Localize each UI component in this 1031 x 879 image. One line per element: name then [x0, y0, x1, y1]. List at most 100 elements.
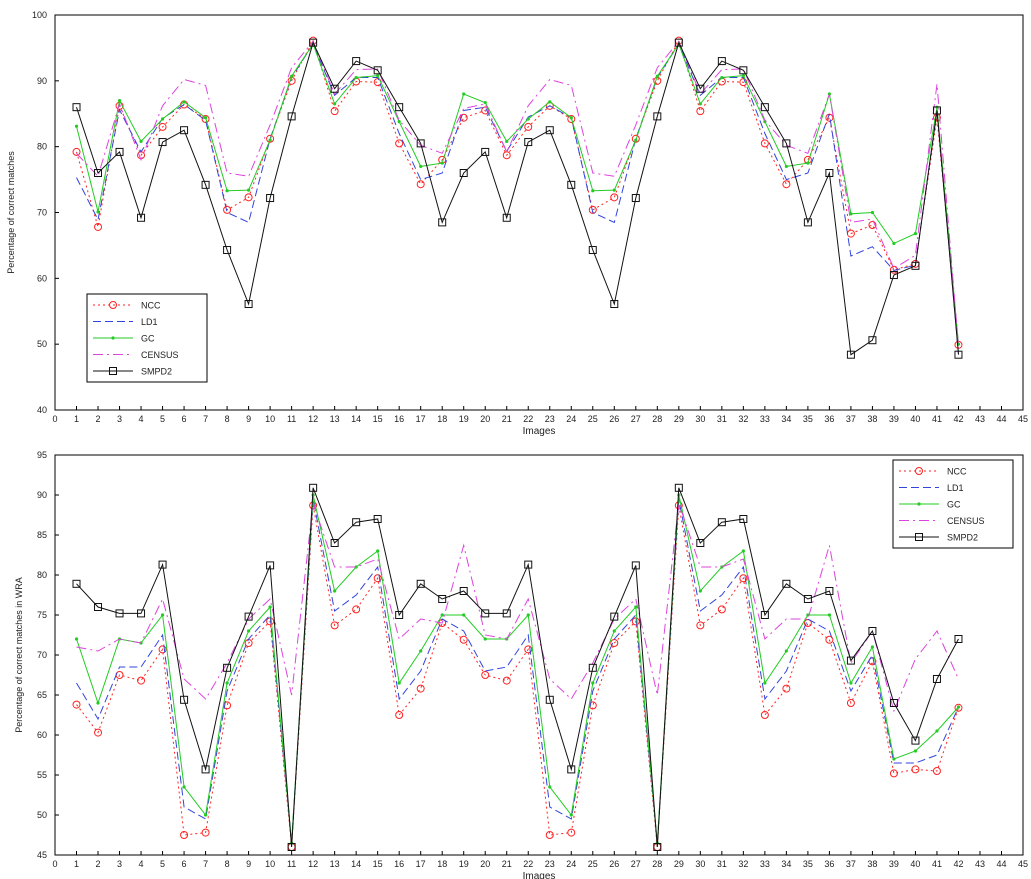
- data-point: [741, 73, 745, 78]
- data-point: [911, 765, 920, 774]
- x-tick-label: 39: [889, 414, 899, 424]
- data-point: [870, 210, 875, 215]
- series-census: [76, 502, 959, 713]
- data-point: [395, 611, 404, 619]
- data-point: [911, 736, 920, 745]
- data-point: [674, 483, 683, 492]
- x-tick-label: 7: [203, 859, 208, 869]
- data-point: [935, 729, 939, 733]
- data-point: [524, 645, 533, 654]
- data-point: [913, 749, 918, 753]
- axes-frame: [54, 454, 1024, 856]
- data-point: [266, 194, 275, 203]
- y-tick-label: 65: [37, 690, 47, 700]
- x-tick-label: 34: [781, 414, 791, 424]
- data-point: [352, 57, 361, 66]
- x-tick-label: 43: [975, 414, 985, 424]
- data-point: [247, 188, 251, 192]
- data-point: [397, 120, 401, 124]
- legend-label: CENSUS: [141, 350, 179, 360]
- data-point: [502, 213, 511, 222]
- data-point: [137, 676, 146, 685]
- data-point: [160, 117, 165, 121]
- data-point: [932, 106, 941, 115]
- data-point: [268, 138, 272, 142]
- data-point: [868, 221, 877, 230]
- data-point: [309, 38, 318, 47]
- data-point: [395, 139, 404, 148]
- data-point: [225, 681, 229, 685]
- data-point: [803, 619, 812, 627]
- data-point: [438, 595, 447, 603]
- x-tick-label: 20: [480, 414, 490, 424]
- x-tick-label: 41: [932, 859, 942, 869]
- data-point: [610, 612, 619, 621]
- x-tick-label: 5: [160, 859, 165, 869]
- data-point: [911, 261, 920, 270]
- series-line: [76, 498, 959, 844]
- data-point: [782, 684, 791, 693]
- y-tick-label: 80: [37, 570, 47, 580]
- data-point: [419, 649, 423, 653]
- data-point: [803, 218, 812, 227]
- x-tick-label: 4: [139, 859, 144, 869]
- x-tick-label: 19: [459, 859, 469, 869]
- data-point: [330, 84, 339, 93]
- data-point: [696, 539, 705, 547]
- data-point: [545, 831, 554, 839]
- data-point: [223, 246, 232, 255]
- data-point: [459, 587, 468, 595]
- x-tick-label: 41: [932, 414, 942, 424]
- x-tick-label: 27: [631, 414, 641, 424]
- data-point: [720, 75, 724, 80]
- data-point: [717, 518, 726, 527]
- series-ld1: [76, 42, 959, 355]
- data-point: [569, 116, 573, 120]
- x-tick-label: 36: [824, 414, 834, 424]
- x-tick-label: 3: [117, 414, 122, 424]
- data-point: [954, 635, 963, 643]
- data-point: [526, 117, 530, 121]
- data-point: [180, 831, 189, 839]
- data-point: [915, 533, 923, 541]
- data-point: [698, 102, 702, 106]
- data-point: [483, 100, 487, 105]
- x-tick-label: 5: [160, 414, 165, 424]
- data-point: [696, 107, 705, 116]
- data-point: [481, 609, 490, 618]
- x-tick-label: 27: [631, 859, 641, 869]
- x-tick-label: 29: [674, 859, 684, 869]
- x-tick-label: 44: [996, 414, 1006, 424]
- x-tick-label: 24: [566, 859, 576, 869]
- data-point: [932, 767, 941, 775]
- data-point: [505, 139, 509, 143]
- series-line: [76, 40, 959, 348]
- x-tick-label: 6: [182, 859, 187, 869]
- legend-label: GC: [141, 334, 155, 344]
- data-point: [698, 589, 702, 593]
- x-tick-label: 23: [545, 859, 555, 869]
- legend-label: NCC: [141, 301, 161, 311]
- x-tick-label: 38: [867, 859, 877, 869]
- x-tick-label: 18: [437, 414, 447, 424]
- data-point: [932, 675, 941, 683]
- data-point: [290, 74, 294, 78]
- x-tick-label: 16: [394, 414, 404, 424]
- data-point: [588, 205, 597, 214]
- data-point: [634, 138, 638, 142]
- y-tick-label: 70: [37, 650, 47, 660]
- data-point: [397, 681, 401, 685]
- series-line: [76, 39, 959, 345]
- x-tick-label: 9: [246, 859, 251, 869]
- legend-label: SMPD2: [947, 533, 978, 543]
- y-tick-label: 100: [32, 10, 47, 20]
- data-point: [376, 549, 380, 553]
- data-point: [868, 336, 877, 345]
- data-point: [567, 115, 576, 124]
- data-point: [268, 605, 272, 609]
- legend: NCC LD1 GC CENSUS SMPD2: [892, 459, 1014, 549]
- data-point: [591, 189, 595, 193]
- data-point: [462, 613, 466, 617]
- data-point: [610, 639, 619, 647]
- data-point: [352, 518, 361, 527]
